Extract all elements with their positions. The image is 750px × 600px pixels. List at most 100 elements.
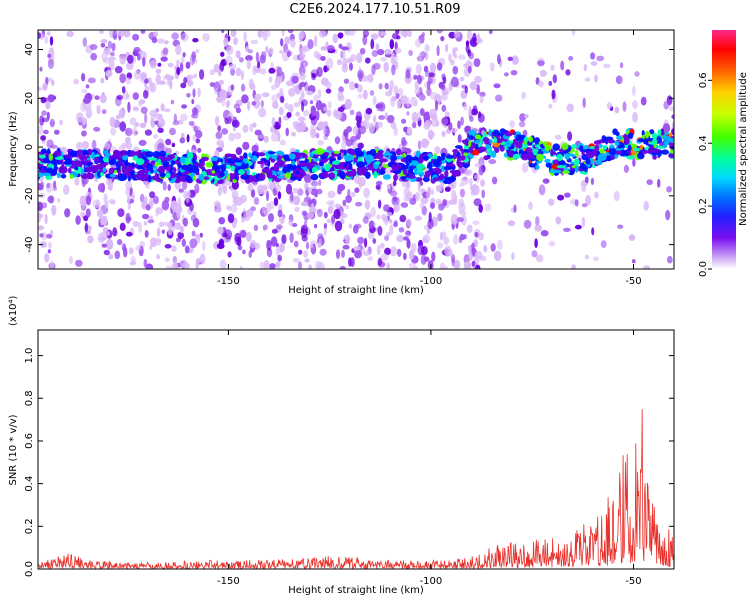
snr-x-tick-label: -50 — [625, 576, 641, 587]
heatmap-noise-cell — [457, 120, 461, 129]
heatmap-noise-cell — [331, 214, 335, 224]
heatmap-ridge-cell — [265, 155, 270, 160]
heatmap-noise-cell — [343, 235, 349, 241]
heatmap-noise-cell — [243, 31, 247, 42]
heatmap-noise-cell — [406, 111, 410, 116]
heatmap-noise-cell — [395, 35, 401, 40]
heatmap-noise-cell — [226, 99, 231, 107]
heatmap-noise-cell — [622, 101, 627, 112]
heatmap-noise-cell — [116, 239, 123, 246]
heatmap-noise-cell — [252, 65, 257, 76]
heatmap-ridge-cell — [515, 141, 523, 149]
heatmap-noise-cell — [314, 224, 318, 229]
heatmap-noise-cell — [121, 243, 127, 252]
heatmap-noise-cell — [377, 101, 386, 112]
heatmap-noise-cell — [247, 183, 254, 192]
heatmap-noise-cell — [199, 69, 205, 80]
heatmap-noise-cell — [303, 109, 310, 117]
heatmap-ridge-cell — [639, 144, 644, 150]
heatmap-ridge-cell — [432, 177, 440, 182]
heatmap-noise-cell — [103, 193, 108, 205]
heatmap-ridge-cell — [328, 172, 336, 180]
heatmap-noise-cell — [149, 244, 153, 251]
heatmap-ridge-cell — [652, 132, 658, 140]
heatmap-noise-cell — [337, 91, 344, 100]
heatmap-noise-cell — [401, 118, 407, 124]
heatmap-ridge-cell — [312, 158, 319, 162]
heatmap-ridge-cell — [198, 173, 205, 181]
heatmap-ridge-cell — [154, 161, 159, 167]
heatmap-noise-cell — [132, 106, 139, 112]
heatmap-noise-cell — [438, 203, 445, 211]
heatmap-noise-cell — [443, 236, 450, 246]
heatmap-ridge-cell — [315, 147, 325, 155]
heatmap-noise-cell — [421, 246, 428, 256]
heatmap-noise-cell — [581, 203, 588, 208]
heatmap-noise-cell — [429, 91, 438, 100]
heatmap-ridge-cell — [241, 162, 247, 170]
heatmap-noise-cell — [346, 57, 354, 64]
heatmap-noise-cell — [195, 138, 200, 144]
heatmap-noise-cell — [50, 79, 55, 86]
heatmap-noise-cell — [90, 52, 98, 61]
heatmap-noise-cell — [46, 31, 51, 36]
heatmap-noise-cell — [234, 132, 242, 140]
heatmap-noise-cell — [309, 243, 314, 249]
heatmap-noise-cell — [384, 235, 390, 242]
heatmap-noise-cell — [408, 262, 416, 269]
heatmap-noise-cell — [457, 134, 462, 143]
heatmap-noise-cell — [140, 106, 148, 115]
heatmap-noise-cell — [186, 93, 191, 98]
heatmap-noise-cell — [472, 220, 480, 226]
heatmap-noise-cell — [287, 30, 294, 34]
heatmap-noise-cell — [107, 40, 112, 49]
heatmap-ridge-cell — [550, 148, 554, 157]
heatmap-noise-cell — [311, 203, 315, 212]
heatmap-noise-cell — [309, 100, 314, 105]
heatmap-noise-cell — [284, 102, 290, 110]
heatmap-ridge-cell — [157, 165, 166, 174]
heatmap-ridge-cell — [311, 166, 318, 173]
heatmap-noise-cell — [393, 127, 399, 136]
heatmap-noise-cell — [235, 67, 242, 77]
heatmap-noise-cell — [356, 52, 363, 64]
heatmap-ridge-cell — [109, 167, 116, 171]
heatmap-noise-cell — [241, 94, 249, 104]
heatmap-ridge-cell — [87, 148, 93, 154]
heatmap-noise-cell — [295, 111, 301, 117]
spectrogram-x-tick-label: -150 — [217, 276, 240, 287]
heatmap-noise-cell — [537, 60, 545, 66]
heatmap-noise-cell — [127, 195, 131, 203]
heatmap-noise-cell — [147, 219, 155, 224]
heatmap-noise-cell — [471, 242, 475, 251]
heatmap-noise-cell — [411, 111, 418, 123]
heatmap-ridge-cell — [159, 150, 167, 157]
heatmap-noise-cell — [406, 218, 412, 227]
heatmap-ridge-cell — [108, 159, 117, 166]
heatmap-noise-cell — [443, 265, 449, 269]
spectrogram-x-label: Height of straight line (km) — [288, 285, 424, 296]
spectrogram-y-tick-label: 20 — [24, 92, 35, 105]
heatmap-noise-cell — [376, 245, 381, 256]
heatmap-noise-cell — [279, 88, 284, 94]
heatmap-ridge-cell — [356, 161, 366, 168]
heatmap-ridge-cell — [90, 165, 99, 173]
heatmap-noise-cell — [235, 107, 242, 114]
heatmap-noise-cell — [160, 56, 168, 62]
colorbar-gradient — [712, 30, 736, 269]
heatmap-ridge-cell — [449, 169, 456, 174]
heatmap-noise-cell — [269, 263, 276, 269]
heatmap-noise-cell — [53, 180, 57, 189]
heatmap-noise-cell — [303, 174, 312, 183]
heatmap-ridge-cell — [528, 163, 537, 168]
heatmap-noise-cell — [306, 90, 314, 96]
heatmap-ridge-cell — [422, 176, 430, 183]
heatmap-noise-cell — [585, 194, 591, 206]
heatmap-ridge-cell — [594, 144, 600, 152]
heatmap-ridge-cell — [452, 173, 461, 177]
heatmap-noise-cell — [288, 219, 294, 227]
heatmap-noise-cell — [334, 111, 343, 120]
heatmap-noise-cell — [270, 84, 277, 91]
heatmap-noise-cell — [441, 117, 449, 126]
heatmap-ridge-cell — [395, 155, 403, 160]
